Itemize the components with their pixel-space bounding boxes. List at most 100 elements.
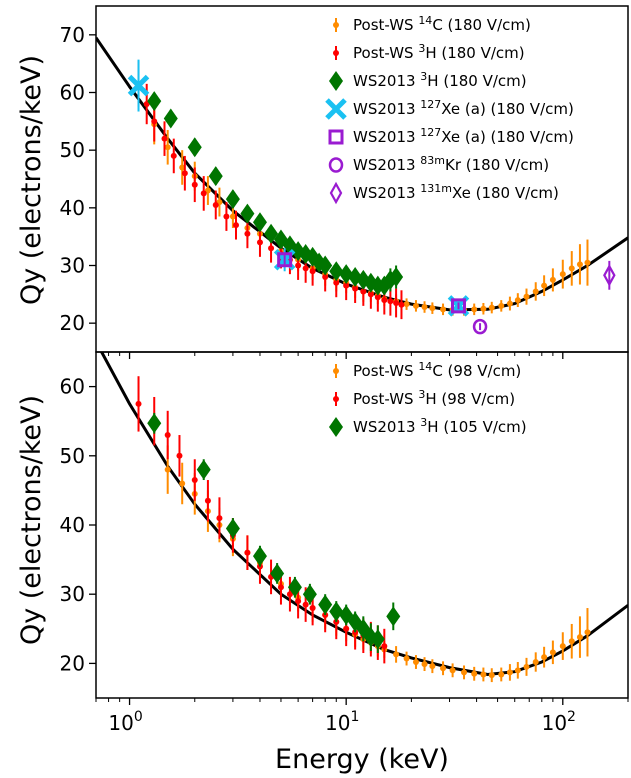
data-point: [191, 477, 198, 484]
data-point: [541, 654, 548, 661]
data-point: [298, 243, 313, 264]
legend-label: Post-WS 3H (180 V/cm): [353, 42, 525, 62]
data-point: [225, 189, 240, 210]
data-point: [532, 659, 539, 666]
x-tick-label-base: 10: [325, 711, 350, 735]
data-point: [179, 164, 186, 171]
data-point: [370, 629, 385, 650]
data-point: [191, 181, 198, 188]
legend-label-prefix: WS2013: [353, 184, 420, 202]
x-axis-label: Energy (keV): [275, 744, 449, 775]
data-point: [381, 643, 388, 650]
data-point: [398, 301, 405, 308]
data-point: [532, 288, 539, 295]
legend-marker: [328, 157, 344, 173]
data-point: [302, 601, 309, 608]
data-point: [498, 671, 505, 678]
data-point: [523, 293, 530, 300]
data-point: [389, 267, 404, 288]
legend-label-superscript: 3: [420, 70, 427, 83]
legend-label-prefix: Post-WS: [353, 390, 418, 408]
data-point: [603, 264, 616, 287]
data-point: [381, 297, 388, 304]
legend-marker: [333, 22, 339, 28]
y-tick-label: 60: [60, 81, 85, 105]
data-point: [176, 452, 183, 459]
y-tick-label: 60: [60, 375, 85, 399]
data-point: [576, 261, 583, 268]
legend-marker: [329, 181, 343, 205]
data-point: [240, 203, 255, 224]
plot-area: [99, 352, 628, 683]
data-point: [343, 625, 350, 632]
data-point: [244, 230, 251, 237]
data-point: [329, 601, 344, 622]
data-point: [164, 144, 171, 151]
x-tick-label: 102: [542, 709, 576, 735]
legend-label-suffix: H (105 V/cm): [427, 418, 526, 436]
legend-label-superscript: 3: [418, 42, 425, 55]
y-tick-label: 30: [60, 254, 85, 278]
y-tick-label: 40: [60, 196, 85, 220]
data-point: [147, 91, 162, 112]
data-point: [403, 655, 410, 662]
legend-label-prefix: WS2013: [353, 418, 420, 436]
data-point: [216, 515, 223, 522]
legend-label: WS2013 83mKr (180 V/cm): [353, 154, 549, 174]
data-point: [488, 672, 495, 679]
legend-label-prefix: Post-WS: [353, 362, 418, 380]
data-point: [584, 629, 591, 636]
legend-marker: [329, 417, 343, 437]
data-point: [472, 318, 488, 335]
data-point: [471, 670, 478, 677]
legend-label-superscript: 3: [418, 388, 425, 401]
data-point: [549, 649, 556, 656]
data-point: [559, 643, 566, 650]
y-tick-label: 30: [60, 582, 85, 606]
data-point: [471, 306, 478, 313]
data-point: [302, 265, 309, 272]
data-point: [181, 170, 188, 177]
data-point: [352, 285, 359, 292]
data-point: [374, 294, 381, 301]
legend-label-suffix: H (180 V/cm): [425, 44, 524, 62]
legend-label-superscript: 127: [420, 126, 441, 139]
data-point: [360, 288, 367, 295]
legend-label-suffix: Xe (a) (180 V/cm): [441, 100, 574, 118]
data-point: [225, 518, 240, 539]
x-tick-label-base: 10: [108, 711, 133, 735]
y-tick-label: 70: [60, 23, 85, 47]
data-point: [232, 222, 239, 229]
legend-label: WS2013 127Xe (a) (180 V/cm): [353, 126, 574, 146]
data-point: [403, 301, 410, 308]
legend-label-prefix: WS2013: [353, 72, 420, 90]
legend-label: WS2013 127Xe (a) (180 V/cm): [353, 98, 574, 118]
data-point: [393, 651, 400, 658]
data-point: [367, 291, 374, 298]
data-point: [302, 584, 317, 605]
x-tick-label: 100: [108, 709, 142, 735]
x-tick-label-exponent: 2: [567, 709, 576, 725]
data-point: [252, 212, 267, 233]
y-tick-label: 20: [60, 311, 85, 335]
data-point: [244, 549, 251, 556]
data-point: [559, 271, 566, 278]
data-point: [204, 187, 211, 194]
data-point: [412, 659, 419, 666]
data-point: [498, 302, 505, 309]
data-point: [164, 432, 171, 439]
legend-label-suffix: H (98 V/cm): [425, 390, 515, 408]
data-point: [488, 304, 495, 311]
y-tick-label: 40: [60, 513, 85, 537]
y-tick-label: 20: [60, 651, 85, 675]
legend-label-suffix: Xe (180 V/cm): [452, 184, 559, 202]
legend-label-suffix: Kr (180 V/cm): [445, 156, 549, 174]
data-point: [295, 262, 302, 269]
data-point: [450, 298, 466, 314]
data-point: [229, 213, 236, 220]
y-tick-label: 50: [60, 444, 85, 468]
legend-label-suffix: Xe (a) (180 V/cm): [441, 128, 574, 146]
data-point: [318, 594, 333, 615]
